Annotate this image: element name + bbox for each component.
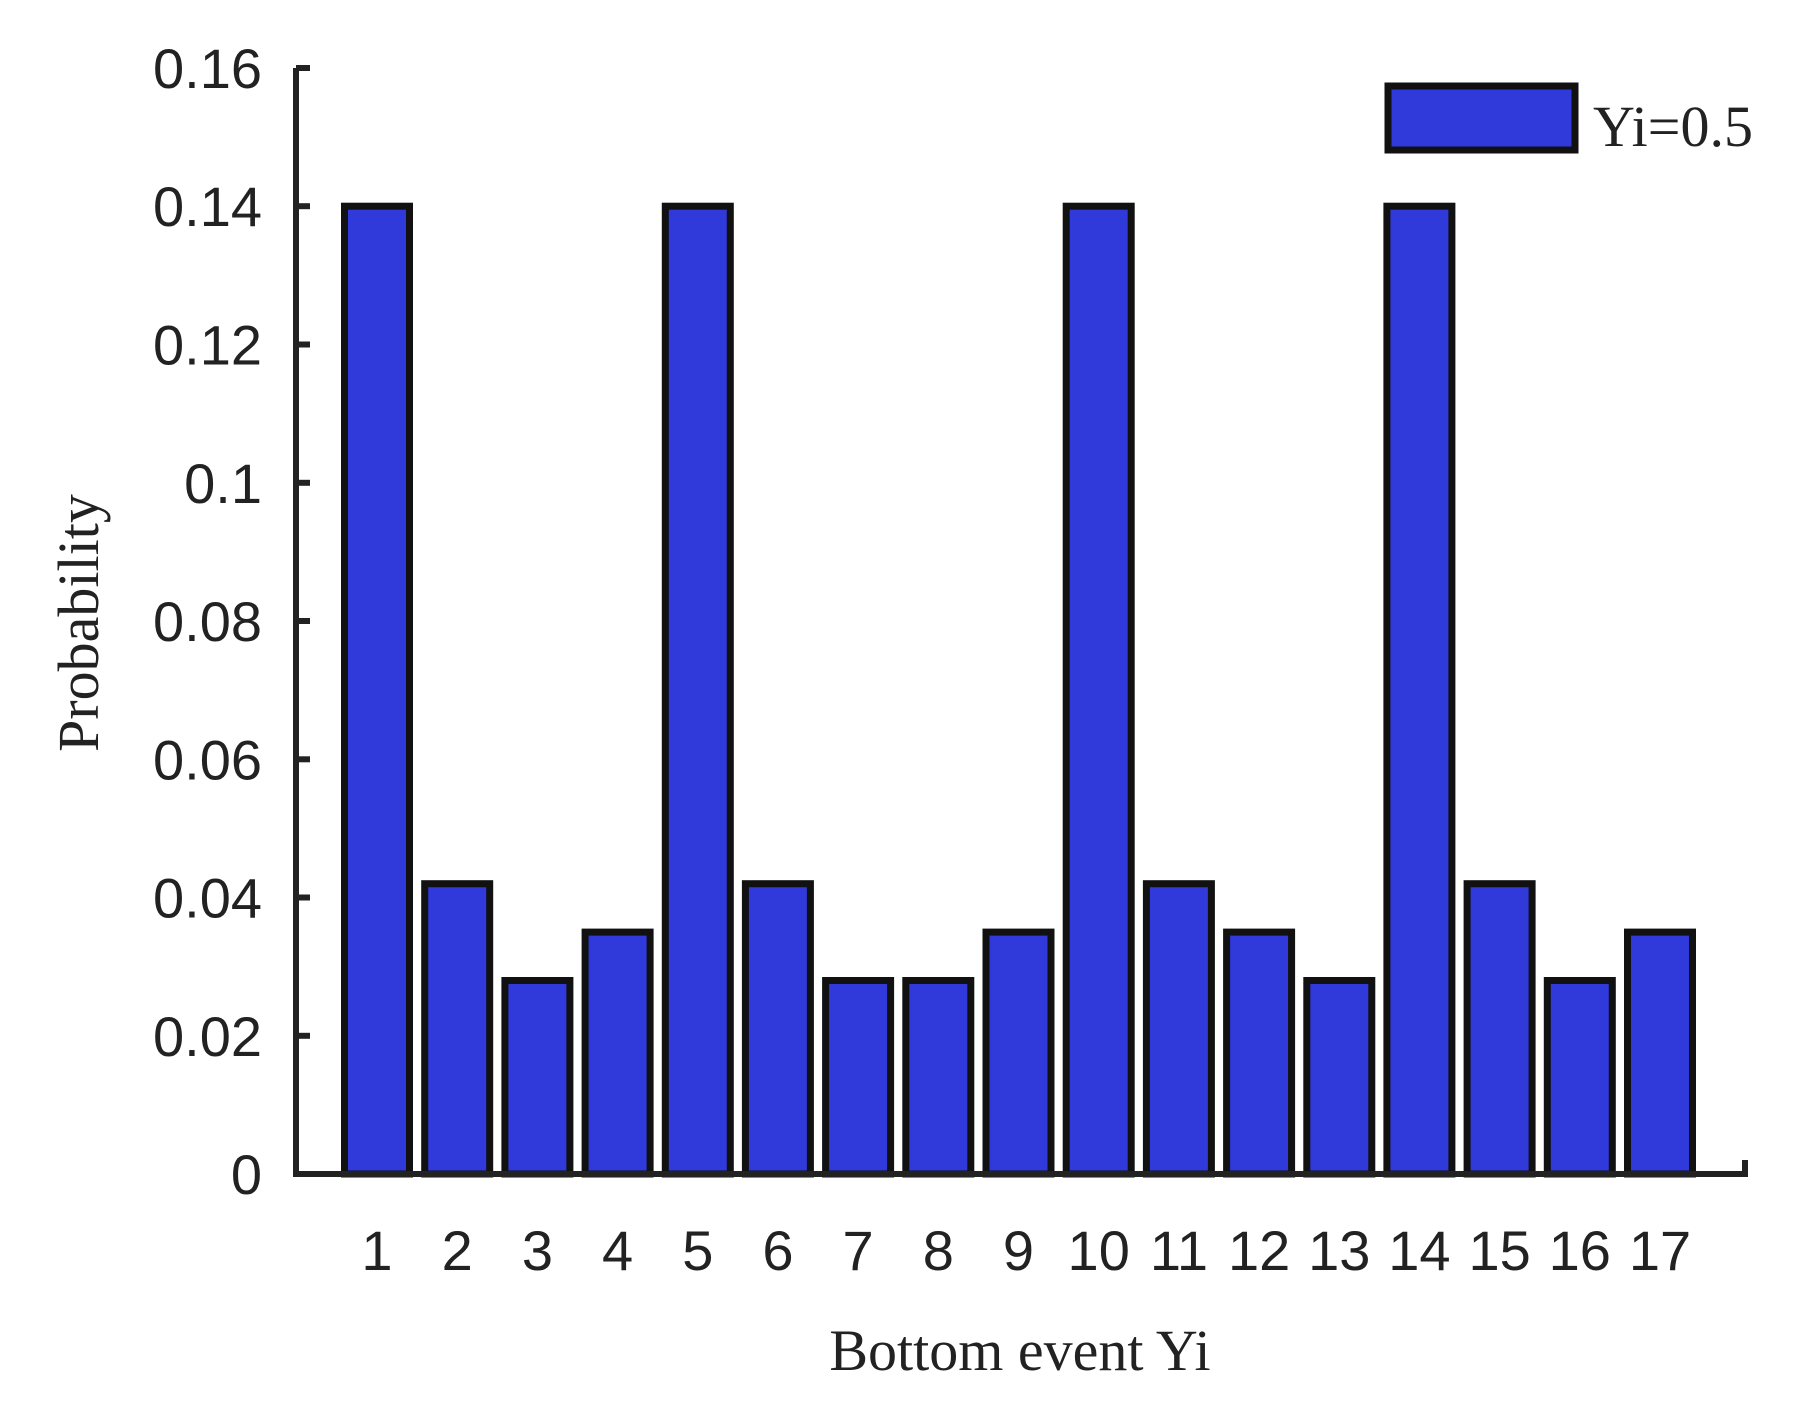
bar-8 xyxy=(902,977,975,1178)
y-tick-label-0.1: 0.1 xyxy=(184,452,262,515)
x-tick-label-5: 5 xyxy=(682,1219,713,1282)
y-tick-label-0.12: 0.12 xyxy=(153,314,262,377)
legend-label: Yi=0.5 xyxy=(1593,94,1753,159)
x-tick-label-15: 15 xyxy=(1468,1219,1530,1282)
legend-swatch xyxy=(1384,82,1579,154)
bar-10 xyxy=(1062,202,1135,1178)
y-tick-label-0.14: 0.14 xyxy=(153,175,262,238)
x-tick-label-16: 16 xyxy=(1549,1219,1611,1282)
bar-12 xyxy=(1223,928,1296,1178)
x-tick-label-4: 4 xyxy=(602,1219,633,1282)
x-ticks-group: 1 2 3 4 5 6 7 8 9 10 11 12 13 14 15 16 17 xyxy=(361,1219,1691,1282)
y-tick-label-0.02: 0.02 xyxy=(153,1005,262,1068)
x-tick-label-11: 11 xyxy=(1150,1219,1208,1282)
x-tick-label-2: 2 xyxy=(442,1219,473,1282)
y-tick-label-0.04: 0.04 xyxy=(153,867,262,930)
x-tick-label-8: 8 xyxy=(923,1219,954,1282)
bar-13 xyxy=(1303,977,1376,1178)
bar-1 xyxy=(341,202,413,1178)
x-tick-label-1: 1 xyxy=(361,1219,392,1282)
x-tick-label-7: 7 xyxy=(843,1219,874,1282)
x-tick-label-17: 17 xyxy=(1629,1219,1691,1282)
bar-14 xyxy=(1383,202,1456,1178)
y-tick-label-0.16: 0.16 xyxy=(153,37,262,100)
bar-15 xyxy=(1463,880,1536,1178)
bar-17 xyxy=(1624,928,1696,1178)
bar-7 xyxy=(822,977,895,1178)
bar-3 xyxy=(501,977,574,1178)
bar-4 xyxy=(581,928,654,1178)
bar-11 xyxy=(1142,880,1215,1178)
y-tick-label-0.06: 0.06 xyxy=(153,728,262,791)
x-axis-title: Bottom event Yi xyxy=(829,1318,1210,1383)
bar-2 xyxy=(421,880,494,1178)
x-tick-label-3: 3 xyxy=(522,1219,553,1282)
bar-16 xyxy=(1543,977,1616,1178)
x-tick-label-13: 13 xyxy=(1308,1219,1370,1282)
y-axis-title: Probability xyxy=(46,494,111,752)
bars-group xyxy=(341,202,1696,1178)
x-tick-label-14: 14 xyxy=(1388,1219,1450,1282)
y-tick-label-0: 0 xyxy=(231,1143,262,1206)
x-tick-label-6: 6 xyxy=(762,1219,793,1282)
x-tick-label-12: 12 xyxy=(1228,1219,1290,1282)
x-tick-label-9: 9 xyxy=(1003,1219,1034,1282)
bar-9 xyxy=(982,928,1055,1178)
y-ticks-group: 0 0.02 0.04 0.06 0.08 0.1 0.12 0.14 0.16 xyxy=(153,37,310,1206)
bar-6 xyxy=(741,880,814,1178)
x-tick-label-10: 10 xyxy=(1068,1219,1130,1282)
bar-5 xyxy=(661,202,734,1178)
legend: Yi=0.5 xyxy=(1384,82,1753,159)
y-tick-label-0.08: 0.08 xyxy=(153,590,262,653)
